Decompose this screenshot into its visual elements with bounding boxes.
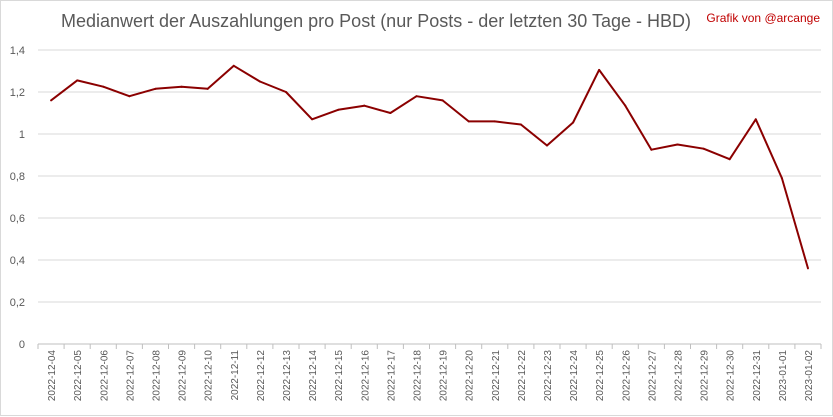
- x-tick-label: 2022-12-30: [726, 350, 737, 402]
- x-tick-label: 2022-12-09: [178, 350, 189, 402]
- data-point: [572, 121, 575, 124]
- data-point: [102, 85, 105, 88]
- y-tick-label: 0: [19, 339, 25, 351]
- y-tick-label: 0,8: [10, 171, 25, 183]
- x-tick-label: 2022-12-28: [673, 350, 684, 402]
- x-tick-label: 2022-12-23: [543, 350, 554, 402]
- data-point: [258, 80, 261, 83]
- data-point: [806, 267, 809, 270]
- x-tick-label: 2022-12-26: [621, 350, 632, 402]
- x-tick-label: 2022-12-18: [412, 350, 423, 402]
- data-point: [728, 158, 731, 161]
- data-point: [754, 118, 757, 121]
- x-tick-label: 2022-12-25: [595, 350, 606, 402]
- x-tick-label: 2022-12-22: [517, 350, 528, 402]
- data-point: [363, 104, 366, 107]
- x-tick-label: 2022-12-06: [99, 350, 110, 402]
- data-point: [337, 108, 340, 111]
- x-tick-label: 2022-12-16: [360, 350, 371, 402]
- data-point: [154, 87, 157, 90]
- data-point: [467, 120, 470, 123]
- data-point: [519, 123, 522, 126]
- data-point: [441, 99, 444, 102]
- data-point: [676, 143, 679, 146]
- x-tick-label: 2022-12-21: [491, 350, 502, 402]
- y-tick-label: 0,2: [10, 297, 25, 309]
- y-tick-label: 1: [19, 129, 25, 141]
- data-point: [232, 64, 235, 67]
- data-point: [598, 68, 601, 71]
- data-point: [76, 79, 79, 82]
- data-point: [545, 144, 548, 147]
- series-line: [50, 64, 809, 269]
- x-tick-label: 2022-12-20: [465, 350, 476, 402]
- x-tick-label: 2022-12-14: [308, 350, 319, 402]
- x-tick-label: 2022-12-07: [125, 350, 136, 402]
- x-tick-label: 2022-12-24: [569, 350, 580, 402]
- data-point: [128, 95, 131, 98]
- y-tick-label: 1,4: [10, 45, 25, 57]
- data-point: [415, 95, 418, 98]
- data-point: [206, 87, 209, 90]
- x-tick-label: 2022-12-19: [439, 350, 450, 402]
- x-tick-label: 2022-12-31: [752, 350, 763, 402]
- data-point: [780, 177, 783, 180]
- x-tick-label: 2022-12-05: [73, 350, 84, 402]
- data-point: [284, 91, 287, 93]
- x-tick-label: 2022-12-04: [47, 350, 58, 402]
- x-tick-label: 2022-12-15: [334, 350, 345, 402]
- data-point: [311, 118, 314, 121]
- data-point: [493, 120, 496, 123]
- data-point: [650, 148, 653, 151]
- x-tick-label: 2023-01-02: [804, 350, 815, 402]
- data-point: [702, 147, 705, 150]
- y-tick-label: 1,2: [10, 87, 25, 99]
- x-tick-label: 2022-12-08: [151, 350, 162, 402]
- x-tick-label: 2022-12-10: [204, 350, 215, 402]
- data-point: [389, 112, 392, 114]
- y-tick-label: 0,6: [10, 213, 25, 225]
- chart-credit: Grafik von @arcange: [706, 11, 820, 25]
- data-point: [180, 85, 183, 88]
- x-tick-label: 2022-12-17: [386, 350, 397, 402]
- x-tick-label: 2022-12-12: [256, 350, 267, 402]
- x-tick-label: 2022-12-27: [647, 350, 658, 402]
- x-tick-label: 2022-12-29: [700, 350, 711, 402]
- x-tick-label: 2022-12-13: [282, 350, 293, 402]
- x-tick-label: 2023-01-01: [778, 350, 789, 402]
- chart-title: Medianwert der Auszahlungen pro Post (nu…: [61, 11, 691, 31]
- data-point: [50, 99, 53, 102]
- y-tick-label: 0,4: [10, 255, 25, 267]
- x-tick-label: 2022-12-11: [230, 350, 241, 401]
- data-point: [624, 104, 627, 107]
